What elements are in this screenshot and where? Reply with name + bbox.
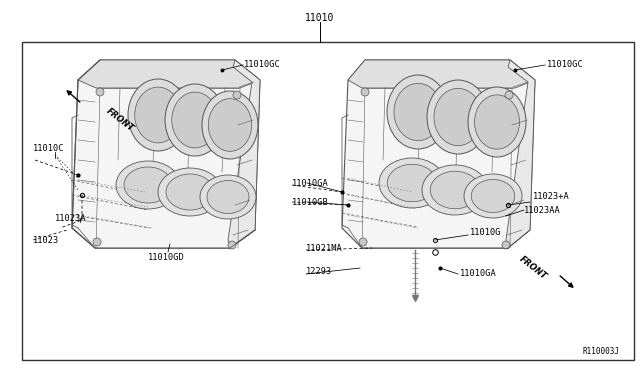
Ellipse shape — [208, 99, 252, 151]
Ellipse shape — [228, 241, 236, 249]
Ellipse shape — [505, 91, 513, 99]
Ellipse shape — [96, 88, 104, 96]
Text: 11010: 11010 — [305, 13, 335, 23]
Text: 11010GB: 11010GB — [292, 198, 329, 206]
Polygon shape — [506, 60, 535, 248]
Polygon shape — [348, 60, 535, 88]
Ellipse shape — [359, 238, 367, 246]
Text: 11010GC: 11010GC — [244, 60, 281, 68]
Polygon shape — [342, 60, 535, 248]
Polygon shape — [78, 60, 260, 88]
Ellipse shape — [202, 91, 258, 159]
Text: 12293: 12293 — [306, 267, 332, 276]
Ellipse shape — [430, 171, 480, 209]
Ellipse shape — [464, 174, 522, 218]
Bar — [22, 42, 634, 360]
Ellipse shape — [394, 83, 442, 141]
Ellipse shape — [116, 161, 180, 209]
Ellipse shape — [361, 88, 369, 96]
Text: 11010GA: 11010GA — [460, 269, 497, 279]
Ellipse shape — [166, 174, 214, 210]
Ellipse shape — [474, 95, 520, 149]
Text: 11010GA: 11010GA — [292, 179, 329, 187]
Ellipse shape — [387, 164, 436, 202]
Ellipse shape — [128, 79, 188, 151]
Text: 11023AA: 11023AA — [524, 205, 561, 215]
Text: R110003J: R110003J — [583, 347, 620, 356]
Ellipse shape — [502, 241, 510, 249]
Text: 11010C: 11010C — [33, 144, 65, 153]
Text: FRONT: FRONT — [517, 254, 548, 282]
Ellipse shape — [172, 92, 218, 148]
Ellipse shape — [233, 91, 241, 99]
Text: 11023: 11023 — [33, 235, 60, 244]
Text: 11010GD: 11010GD — [148, 253, 185, 263]
Ellipse shape — [135, 87, 181, 143]
Text: 11010G: 11010G — [470, 228, 502, 237]
Ellipse shape — [387, 75, 449, 149]
Ellipse shape — [124, 167, 172, 203]
Ellipse shape — [93, 238, 101, 246]
Text: 11023A: 11023A — [55, 214, 86, 222]
Text: 11021MA: 11021MA — [306, 244, 343, 253]
Ellipse shape — [200, 175, 256, 219]
Text: FRONT: FRONT — [105, 106, 136, 134]
Text: 11010GC: 11010GC — [547, 60, 584, 68]
Ellipse shape — [422, 165, 488, 215]
Ellipse shape — [207, 180, 249, 214]
Ellipse shape — [434, 88, 482, 146]
Ellipse shape — [471, 180, 515, 212]
Ellipse shape — [158, 168, 222, 216]
Ellipse shape — [379, 158, 445, 208]
Polygon shape — [228, 60, 260, 248]
Ellipse shape — [468, 87, 526, 157]
Polygon shape — [72, 60, 260, 248]
Ellipse shape — [427, 80, 489, 154]
Text: 11023+A: 11023+A — [533, 192, 570, 201]
Ellipse shape — [165, 84, 225, 156]
